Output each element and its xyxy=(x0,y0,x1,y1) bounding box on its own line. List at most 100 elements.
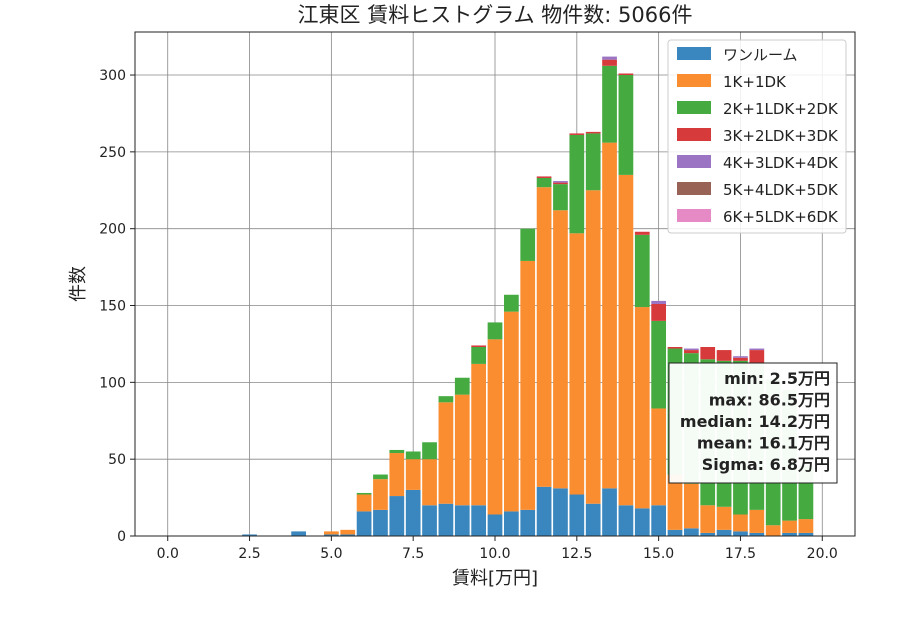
histogram-bar-segment xyxy=(618,505,634,536)
histogram-bar-segment xyxy=(356,492,372,495)
y-tick-label: 300 xyxy=(99,68,126,84)
axis-ticks: 0.0 2.5 5.0 7.5 10.0 12.5 15.0 17.5 20.0 0 50 100 15… xyxy=(99,68,838,562)
histogram-bar-segment xyxy=(405,489,421,536)
legend-swatch xyxy=(677,101,711,114)
histogram-bar-segment xyxy=(585,131,601,134)
histogram-bar-segment xyxy=(471,347,486,364)
histogram-bar-segment xyxy=(602,59,617,66)
legend-swatch xyxy=(677,209,711,222)
histogram-bar-segment xyxy=(684,350,699,354)
x-axis-label: 賃料[万円] xyxy=(452,568,538,589)
histogram-bar-segment xyxy=(716,506,732,530)
histogram-bar-segment xyxy=(373,479,388,510)
stats-line: min: 2.5万円 xyxy=(724,369,830,388)
legend-label: 1K+1DK xyxy=(723,73,787,91)
histogram-bar-segment xyxy=(667,474,683,530)
histogram-bar-segment xyxy=(602,65,617,143)
stats-line: max: 86.5万円 xyxy=(709,391,830,410)
histogram-bar-segment xyxy=(454,505,470,536)
histogram-bar-segment xyxy=(749,532,765,536)
histogram-bar-segment xyxy=(569,233,585,495)
stats-line: Sigma: 6.8万円 xyxy=(702,455,830,474)
histogram-bar-segment xyxy=(438,503,454,536)
x-tick-label: 15.0 xyxy=(643,546,674,562)
histogram-bar-segment xyxy=(667,347,683,349)
histogram-bar-segment xyxy=(520,260,536,510)
histogram-bar-segment xyxy=(389,449,405,454)
legend-swatch xyxy=(677,128,711,141)
histogram-bar-segment xyxy=(373,474,388,480)
histogram-bar-segment xyxy=(536,176,552,178)
histogram-bar-segment xyxy=(422,459,437,506)
histogram-bar-segment xyxy=(569,133,585,135)
legend-swatch xyxy=(677,155,711,168)
histogram-bar-segment xyxy=(520,509,536,536)
histogram-bar-segment xyxy=(651,408,666,506)
histogram-bar-segment xyxy=(569,494,585,536)
histogram-bar-segment xyxy=(634,234,650,308)
histogram-bar-segment xyxy=(618,174,634,506)
histogram-bar-segment xyxy=(504,511,519,536)
histogram-bar-segment xyxy=(782,532,797,536)
legend-label: 2K+1LDK+2DK xyxy=(723,100,839,118)
x-tick-label: 20.0 xyxy=(807,546,838,562)
legend: ワンルーム 1K+1DK 2K+1LDK+2DK 3K+2LDK+3DK 4K+3LDK… xyxy=(667,39,847,234)
histogram-bar-segment xyxy=(798,532,814,536)
histogram-bar-segment xyxy=(700,347,716,360)
y-tick-label: 50 xyxy=(108,452,126,468)
histogram-bar-segment xyxy=(405,451,421,460)
histogram-bar-segment xyxy=(634,307,650,509)
histogram-bar-segment xyxy=(569,134,585,234)
x-tick-label: 17.5 xyxy=(725,546,756,562)
x-tick-label: 10.0 xyxy=(479,546,510,562)
y-axis-label: 件数 xyxy=(68,266,89,302)
histogram-bar-segment xyxy=(471,345,486,347)
histogram-bar-segment xyxy=(733,531,748,536)
histogram-bar-segment xyxy=(634,508,650,536)
histogram-bar-segment xyxy=(798,519,814,533)
histogram-bar-segment xyxy=(389,496,405,536)
histogram-bar-segment xyxy=(504,311,519,512)
histogram-bar-segment xyxy=(487,514,503,536)
stats-line: mean: 16.1万円 xyxy=(697,434,830,453)
stats-line: median: 14.2万円 xyxy=(680,412,830,431)
histogram-bar-segment xyxy=(667,529,683,536)
histogram-bar-segment xyxy=(700,532,716,536)
histogram-bar-segment xyxy=(356,511,372,536)
histogram-bar-segment xyxy=(438,396,454,403)
histogram-bar-segment xyxy=(553,181,568,183)
histogram-bar-segment xyxy=(553,210,568,489)
legend-box xyxy=(667,39,847,234)
histogram-bar-segment xyxy=(749,348,765,351)
stats-box: min: 2.5万円 max: 86.5万円 median: 14.2万円 mean:… xyxy=(668,362,838,484)
histogram-bar-segment xyxy=(405,459,421,490)
histogram-bar-segment xyxy=(585,503,601,536)
histogram-bar-segment xyxy=(373,509,388,536)
histogram-bar-segment xyxy=(504,294,519,312)
y-tick-label: 200 xyxy=(99,222,126,238)
histogram-bar-segment xyxy=(602,488,617,536)
legend-label: 6K+5LDK+6DK xyxy=(723,208,839,226)
histogram-bar-segment xyxy=(585,133,601,191)
histogram-bar-segment xyxy=(749,350,765,364)
x-tick-label: 2.5 xyxy=(238,546,260,562)
histogram-bar-segment xyxy=(536,486,552,536)
histogram-bar-segment xyxy=(716,350,732,361)
histogram-bar-segment xyxy=(340,529,356,535)
histogram-bar-segment xyxy=(487,322,503,340)
histogram-bar-segment xyxy=(291,531,306,536)
histogram-bar-segment xyxy=(651,300,666,304)
legend-swatch xyxy=(677,74,711,87)
x-tick-label: 5.0 xyxy=(320,546,342,562)
histogram-bar-segment xyxy=(684,483,699,529)
histogram-bar-segment xyxy=(340,534,356,536)
histogram-bar-segment xyxy=(536,177,552,188)
stats-box-frame xyxy=(668,362,838,484)
histogram-bar-segment xyxy=(782,520,797,533)
legend-label: 5K+4LDK+5DK xyxy=(723,181,839,199)
x-tick-label: 7.5 xyxy=(402,546,424,562)
histogram-bar-segment xyxy=(454,394,470,506)
histogram-bar-segment xyxy=(324,531,339,535)
histogram-bar-segment xyxy=(618,73,634,76)
